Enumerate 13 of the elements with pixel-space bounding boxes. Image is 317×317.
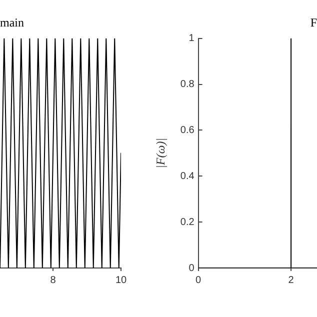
y-tick-label: 1	[188, 33, 195, 44]
y-tick-label: 0	[188, 262, 195, 274]
chart-title: F	[310, 15, 317, 30]
y-tick-label: 0.2	[180, 216, 195, 228]
x-tick-label: 10	[115, 274, 127, 286]
x-tick-label: 8	[50, 274, 56, 286]
y-axis-title: |F(ω)|	[153, 138, 168, 168]
x-tick-label: 2	[288, 274, 294, 286]
y-tick-label: 0.8	[180, 79, 195, 90]
chart-title: main	[0, 15, 24, 30]
y-tick-label: 0.6	[180, 124, 195, 136]
y-tick-label: 0.4	[180, 170, 195, 182]
x-tick-label: 0	[196, 274, 202, 286]
